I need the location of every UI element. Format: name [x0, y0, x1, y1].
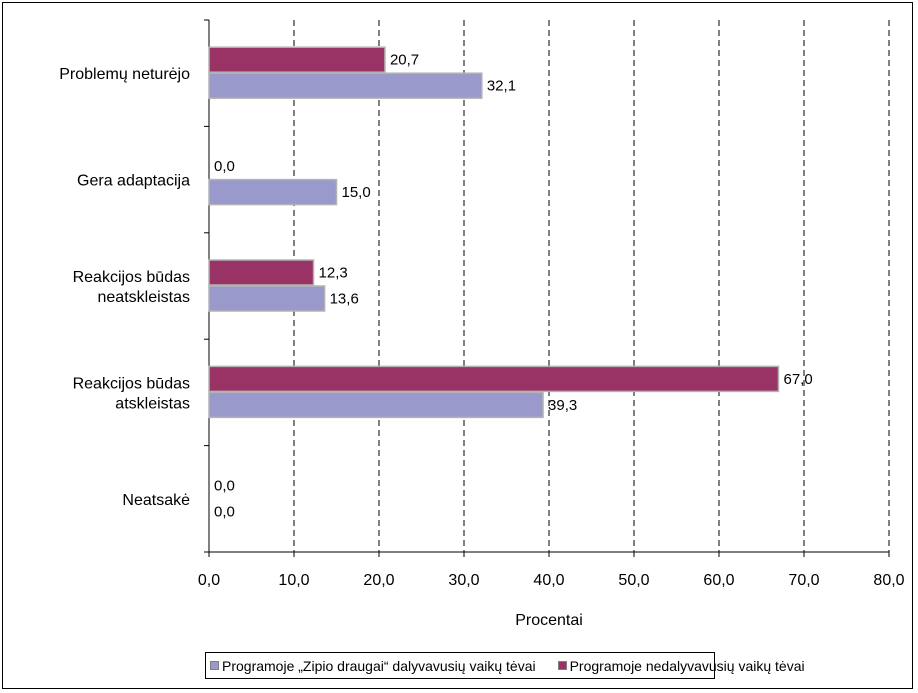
data-label: 20,7 — [390, 52, 419, 69]
x-tick-label: 80,0 — [873, 572, 904, 589]
category-label: Gera adaptacija — [77, 173, 190, 190]
legend: Programoje „Zipio draugai“ dalyvavusių v… — [205, 652, 805, 679]
category-label-line: neatskleistas — [98, 289, 191, 306]
legend-item-participated: Programoje „Zipio draugai“ dalyvavusių v… — [210, 658, 536, 674]
legend-item-not-participated: Programoje nedalyvavusių vaikų tėvai — [557, 657, 805, 674]
x-tick-label: 40,0 — [533, 572, 564, 589]
legend-label-participated: Programoje „Zipio draugai“ dalyvavusių v… — [222, 657, 536, 674]
data-label: 13,6 — [330, 291, 359, 308]
bar — [208, 285, 326, 312]
category-label-line: Neatsakė — [122, 492, 190, 509]
x-axis-title: Procentai — [515, 612, 583, 629]
legend-swatch-participated — [210, 661, 219, 670]
category-label: Reakcijos būdas neatskleistas — [73, 269, 190, 306]
x-tick-label: 70,0 — [788, 572, 819, 589]
bar — [208, 178, 338, 206]
category-label: Neatsakė — [122, 492, 190, 509]
data-label: 32,1 — [487, 78, 516, 95]
bar — [208, 46, 386, 73]
data-label: 39,3 — [548, 397, 577, 414]
category-label-line: atskleistas — [115, 395, 190, 412]
x-tick-label: 0,0 — [198, 572, 220, 589]
x-tick-label: 30,0 — [448, 572, 479, 589]
data-label: 0,0 — [214, 503, 235, 520]
data-label: 12,3 — [319, 265, 348, 282]
category-label-line: Problemų neturėjo — [59, 66, 190, 83]
x-tick-label: 20,0 — [363, 572, 394, 589]
legend-label-not-participated: Programoje nedalyvavusių vaikų tėvai — [569, 657, 805, 674]
data-label: 67,0 — [784, 371, 813, 388]
legend-swatch-not-participated — [557, 661, 567, 670]
bar — [208, 365, 780, 393]
data-label: 0,0 — [214, 477, 235, 494]
x-tick-label: 50,0 — [618, 572, 649, 589]
data-label: 15,0 — [342, 184, 371, 201]
category-label-line: Gera adaptacija — [77, 173, 190, 190]
category-label: Problemų neturėjo — [59, 66, 190, 83]
bar — [208, 391, 544, 419]
x-tick-label: 60,0 — [703, 572, 734, 589]
x-tick-label: 10,0 — [278, 572, 309, 589]
category-label-line: Reakcijos būdas — [73, 269, 190, 286]
bar — [208, 72, 483, 99]
data-label: 0,0 — [214, 158, 235, 175]
bar — [208, 259, 315, 286]
category-label-line: Reakcijos būdas — [73, 375, 190, 392]
category-label: Reakcijos būdas atskleistas — [73, 375, 190, 412]
